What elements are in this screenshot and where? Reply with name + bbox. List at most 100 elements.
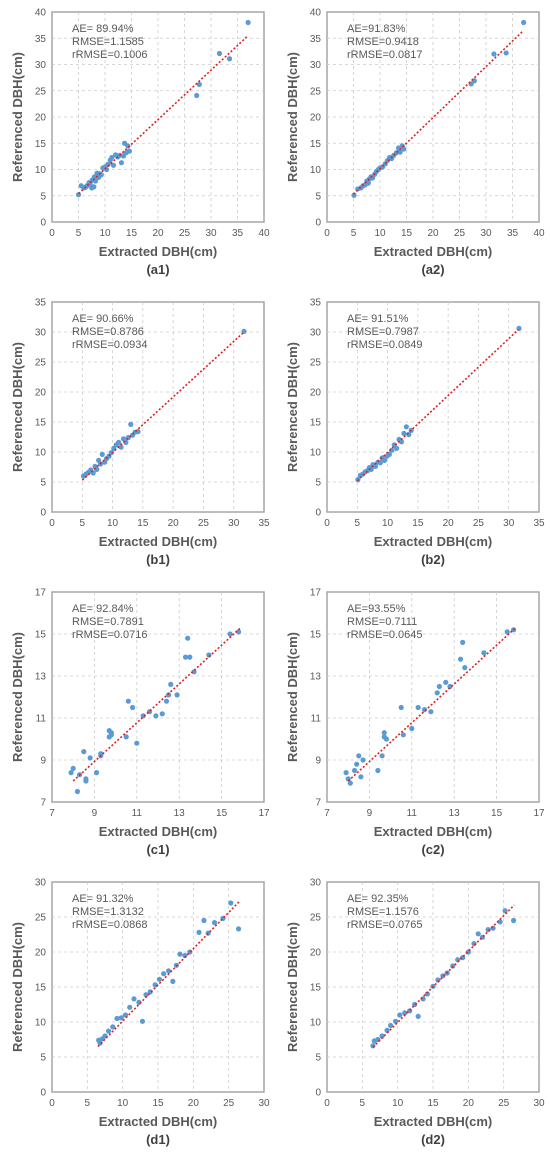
x-tick-label: 30 bbox=[480, 228, 492, 239]
stat-annotation: RMSE=0.7891 bbox=[72, 616, 144, 628]
y-tick-label: 13 bbox=[310, 672, 322, 683]
y-tick-label: 25 bbox=[35, 86, 47, 97]
y-tick-label: 0 bbox=[315, 508, 321, 519]
y-tick-label: 35 bbox=[35, 34, 47, 45]
data-point bbox=[98, 751, 104, 757]
y-tick-label: 9 bbox=[40, 756, 46, 767]
y-tick-label: 5 bbox=[40, 478, 46, 489]
y-tick-label: 30 bbox=[35, 878, 47, 889]
data-point bbox=[401, 146, 407, 152]
data-point bbox=[521, 19, 527, 26]
trend-line bbox=[347, 627, 517, 782]
data-point bbox=[196, 929, 202, 935]
stat-annotation: AE= 91.51% bbox=[347, 313, 409, 325]
data-point bbox=[105, 1028, 112, 1034]
scatter-chart-d1: 0 5 10 15 20 25 30 0 5 10 15 20 25 30 Extracted DBH(cm… bbox=[10, 878, 270, 1148]
y-tick-label: 0 bbox=[315, 218, 321, 229]
data-point bbox=[87, 755, 93, 761]
x-axis-label: Extracted DBH(cm) bbox=[99, 1114, 217, 1129]
data-point bbox=[114, 1015, 120, 1022]
data-point bbox=[139, 1018, 146, 1024]
chart-panel-c1: 7 9 11 13 15 17 7 9 11 13 15 17 Extracted DBH(cm) Ref… bbox=[0, 580, 275, 870]
trend-line bbox=[77, 35, 249, 195]
data-point bbox=[228, 900, 234, 906]
stat-annotation: AE=91.83% bbox=[347, 23, 406, 35]
data-point bbox=[245, 19, 251, 26]
gridlines bbox=[52, 12, 264, 222]
y-tick-label: 15 bbox=[35, 630, 47, 641]
x-tick-label: 10 bbox=[117, 1098, 129, 1109]
data-point bbox=[168, 681, 174, 687]
data-point bbox=[116, 439, 122, 445]
scatter-chart-b1: 0 5 10 15 20 25 30 35 0 5 10 15 20 25 30 35 Extracted DB… bbox=[10, 298, 270, 568]
data-point bbox=[490, 925, 496, 931]
y-tick-label: 25 bbox=[35, 358, 47, 369]
x-axis-label: Extracted DBH(cm) bbox=[374, 244, 492, 259]
y-tick-label: 20 bbox=[35, 388, 47, 399]
data-point bbox=[379, 1033, 385, 1039]
data-point bbox=[163, 698, 170, 704]
y-tick-label: 40 bbox=[310, 8, 322, 19]
x-tick-label: 5 bbox=[85, 1098, 91, 1109]
data-point bbox=[381, 730, 387, 736]
data-point bbox=[83, 776, 89, 782]
y-tick-label: 5 bbox=[40, 191, 46, 202]
x-tick-label: 25 bbox=[473, 518, 485, 529]
x-tick-label: 30 bbox=[258, 1098, 270, 1109]
y-tick-label: 30 bbox=[310, 878, 322, 889]
x-tick-label: 5 bbox=[360, 1098, 366, 1109]
data-point bbox=[443, 679, 449, 685]
x-tick-label: 15 bbox=[412, 518, 424, 529]
data-point bbox=[174, 692, 180, 698]
gridlines bbox=[327, 302, 539, 512]
x-tick-label: 20 bbox=[463, 1098, 475, 1109]
chart-panel-d1: 0 5 10 15 20 25 30 0 5 10 15 20 25 30 Extracted DBH(cm… bbox=[0, 870, 275, 1160]
data-point bbox=[370, 1043, 376, 1049]
y-tick-label: 30 bbox=[310, 60, 322, 71]
gridlines bbox=[327, 12, 539, 222]
trend-line bbox=[356, 329, 519, 482]
x-tick-label: 10 bbox=[107, 518, 119, 529]
x-axis-label: Extracted DBH(cm) bbox=[99, 244, 217, 259]
data-point bbox=[118, 444, 124, 450]
trend-line bbox=[72, 627, 242, 782]
data-point bbox=[134, 740, 140, 746]
stat-annotation: AE=93.55% bbox=[347, 603, 406, 615]
y-tick-label: 17 bbox=[35, 588, 47, 599]
y-tick-label: 10 bbox=[310, 448, 322, 459]
stat-annotation: RMSE=0.8786 bbox=[72, 326, 144, 338]
y-tick-label: 5 bbox=[40, 1053, 46, 1064]
y-axis-label: Referenced DBH(cm) bbox=[285, 922, 300, 1052]
data-point bbox=[379, 753, 385, 759]
data-point bbox=[388, 1022, 394, 1029]
scatter-chart-a1: 0 5 10 15 20 25 30 35 40 0 5 10 15 20 25 30 35 40 Extracte… bbox=[10, 8, 270, 278]
chart-panel-c2: 7 9 11 13 15 17 7 9 11 13 15 17 Extracted DBH(cm) Ref… bbox=[275, 580, 550, 870]
data-point bbox=[97, 1040, 103, 1046]
y-tick-label: 0 bbox=[315, 1088, 321, 1099]
data-point bbox=[118, 160, 125, 166]
y-tick-label: 10 bbox=[310, 1018, 322, 1029]
data-point bbox=[358, 774, 364, 780]
x-tick-label: 35 bbox=[232, 228, 244, 239]
y-tick-label: 25 bbox=[310, 358, 322, 369]
data-point bbox=[392, 1018, 399, 1024]
data-point bbox=[397, 1012, 403, 1018]
data-point bbox=[191, 669, 197, 675]
x-tick-label: 30 bbox=[503, 518, 515, 529]
data-point bbox=[161, 971, 167, 977]
y-tick-label: 5 bbox=[315, 191, 321, 202]
gridlines bbox=[52, 882, 264, 1092]
x-tick-label: 7 bbox=[49, 808, 55, 819]
y-tick-label: 15 bbox=[35, 983, 47, 994]
x-tick-label: 15 bbox=[126, 228, 138, 239]
y-tick-label: 35 bbox=[35, 298, 47, 309]
data-point bbox=[343, 770, 349, 776]
data-point bbox=[129, 704, 136, 711]
stat-annotation: rRMSE=0.0817 bbox=[347, 49, 423, 61]
x-tick-label: 25 bbox=[179, 228, 191, 239]
data-point bbox=[99, 451, 105, 457]
data-point bbox=[415, 704, 421, 711]
stat-annotation: AE= 89.94% bbox=[72, 23, 134, 35]
y-tick-label: 35 bbox=[310, 298, 322, 309]
data-point bbox=[159, 711, 165, 717]
